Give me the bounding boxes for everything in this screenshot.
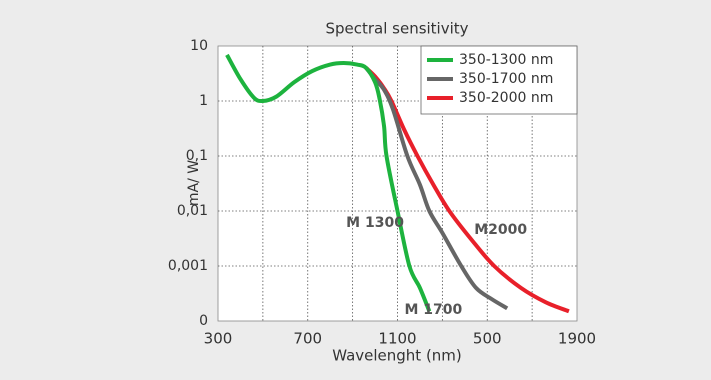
annotation: M 1300 (346, 215, 404, 231)
y-tick-label: 0 (199, 313, 208, 329)
line-series (225, 53, 432, 313)
annotation: M 1700 (405, 302, 463, 318)
x-axis-label: Wavelenght (nm) (332, 347, 462, 365)
y-axis-label: mA/ W (186, 160, 202, 206)
legend: 350-1300 nm 350-1700 nm 350-2000 nm (420, 45, 578, 115)
x-tick-label: 1900 (558, 330, 596, 348)
y-tick-label: 1 (199, 93, 208, 109)
x-tick-label: 500 (473, 330, 502, 348)
x-tick-label: 700 (293, 330, 322, 348)
legend-label: 350-1700 nm (459, 71, 553, 87)
x-tick-label: 300 (204, 330, 233, 348)
chart-title: Spectral sensitivity (325, 20, 468, 38)
y-tick-label: 0,001 (168, 258, 208, 274)
legend-label: 350-1300 nm (459, 52, 553, 68)
y-tick-label: 10 (190, 38, 208, 54)
y-tick-label: 0,01 (177, 203, 208, 219)
annotation: M2000 (474, 222, 527, 238)
line-series (364, 66, 509, 311)
legend-label: 350-2000 nm (459, 90, 553, 106)
x-tick-label: 1100 (378, 330, 416, 348)
y-tick-label: 0,1 (186, 148, 208, 164)
